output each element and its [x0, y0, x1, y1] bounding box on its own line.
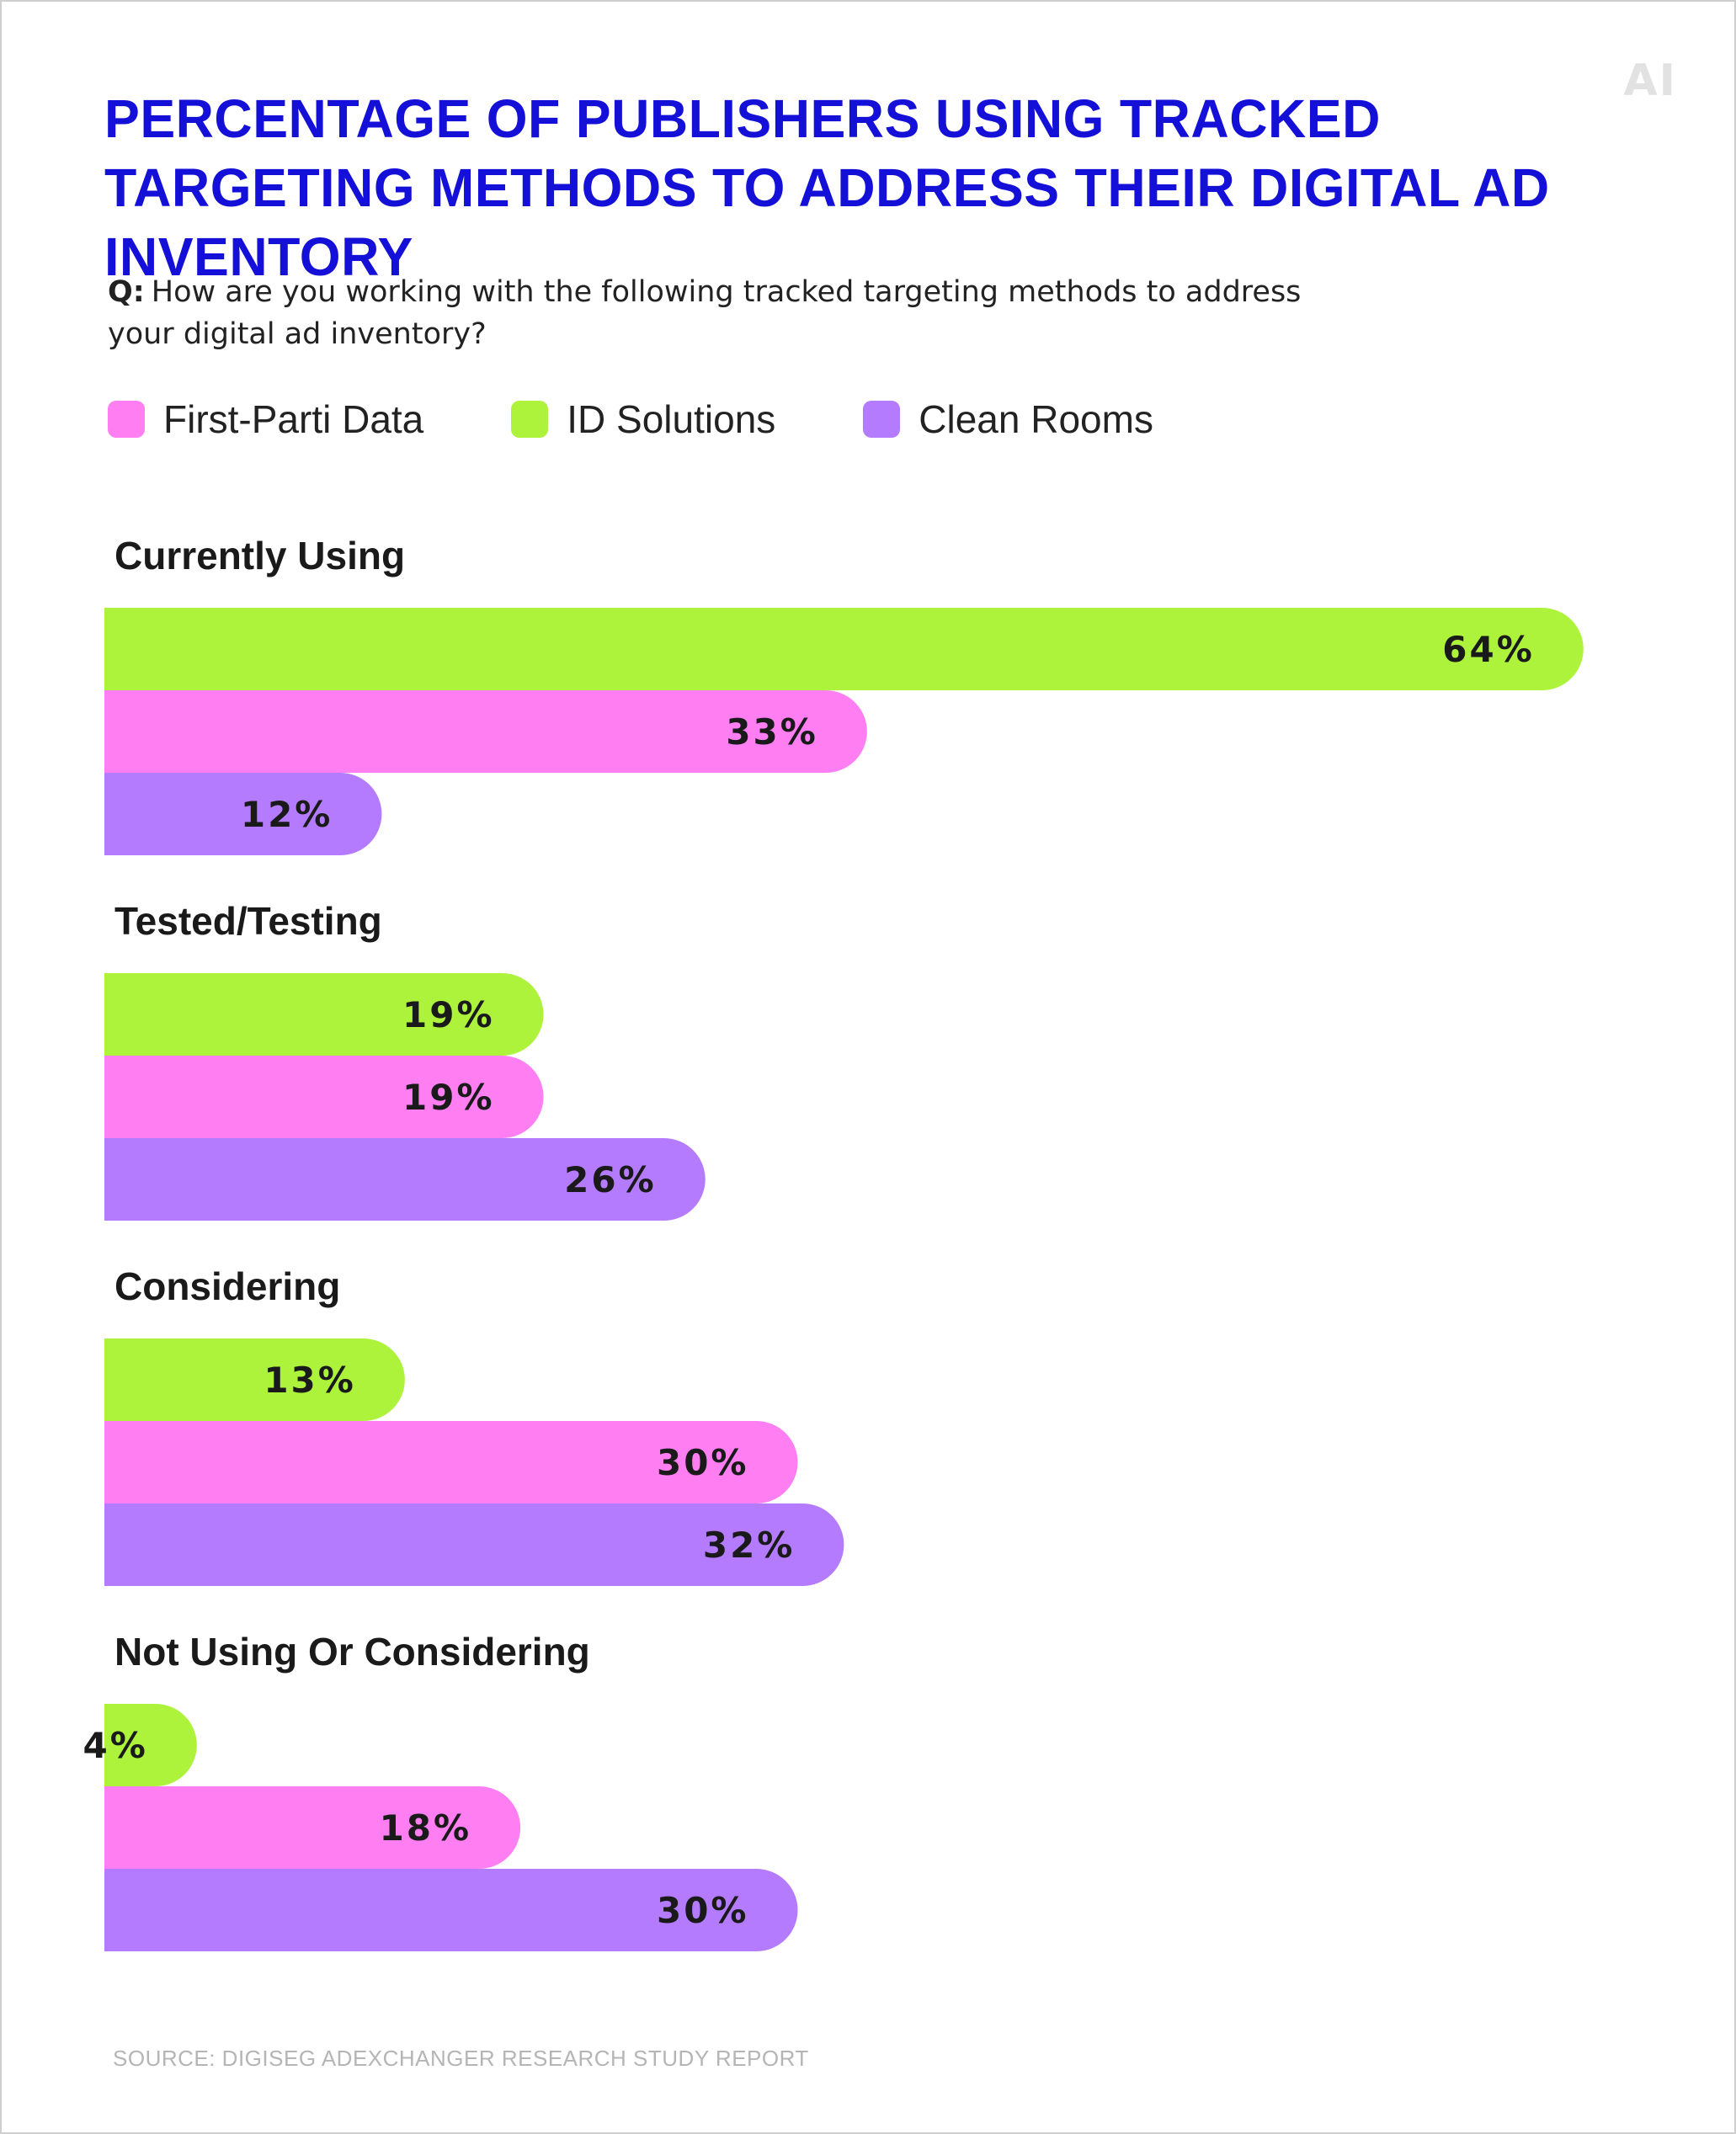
category-label-currently-using: Currently Using	[114, 534, 405, 577]
bar-currently-using-clean-rooms	[104, 773, 382, 855]
chart-title: PERCENTAGE OF PUBLISHERS USING TRACKED T…	[104, 88, 1550, 287]
bar-tested-testing-clean-rooms	[104, 1138, 706, 1221]
data-label-tested-testing-id-solutions: 19%	[402, 994, 495, 1035]
legend-swatch-clean-rooms	[863, 401, 901, 438]
bar-currently-using-id-solutions	[104, 608, 1584, 690]
legend-swatch-id-solutions	[511, 401, 549, 438]
legend-label-first-parti-data: First-Parti Data	[163, 397, 424, 441]
data-label-currently-using-id-solutions: 64%	[1442, 629, 1535, 670]
legend-item-clean-rooms: Clean Rooms	[863, 396, 1153, 442]
category-label-not-using-or-considering: Not Using Or Considering	[114, 1630, 590, 1674]
data-label-currently-using-first-parti-data: 33%	[726, 711, 818, 753]
bar-considering-id-solutions	[104, 1338, 405, 1421]
data-label-not-using-or-considering-first-parti-data: 18%	[380, 1807, 472, 1849]
data-label-currently-using-clean-rooms: 12%	[241, 794, 333, 835]
chart-legend: First-Parti Data ID Solutions Clean Room…	[108, 394, 1241, 444]
data-label-not-using-or-considering-clean-rooms: 30%	[657, 1890, 749, 1931]
bar-not-using-or-considering-clean-rooms	[104, 1869, 798, 1951]
data-label-considering-clean-rooms: 32%	[703, 1525, 796, 1566]
question-prefix: Q:	[108, 275, 145, 309]
source-note: SOURCE: DIGISEG ADEXCHANGER RESEARCH STU…	[113, 2046, 809, 2071]
data-label-considering-first-parti-data: 30%	[657, 1442, 749, 1483]
bar-chart: Currently Using 64% 33% 12% Tested/Testing 19…	[83, 534, 1584, 1951]
category-label-considering: Considering	[114, 1264, 340, 1308]
bar-considering-clean-rooms	[104, 1503, 844, 1586]
data-label-not-using-or-considering-id-solutions: 4%	[83, 1725, 147, 1766]
bar-not-using-or-considering-id-solutions	[104, 1704, 197, 1786]
data-label-considering-id-solutions: 13%	[264, 1360, 356, 1401]
bar-not-using-or-considering-first-parti-data	[104, 1786, 521, 1869]
bar-considering-first-parti-data	[104, 1421, 798, 1503]
legend-label-clean-rooms: Clean Rooms	[919, 397, 1153, 441]
category-label-tested-testing: Tested/Testing	[114, 899, 382, 943]
survey-question: Q: How are you working with the following…	[108, 271, 1371, 355]
legend-label-id-solutions: ID Solutions	[567, 397, 776, 441]
bar-currently-using-first-parti-data	[104, 690, 867, 773]
legend-item-id-solutions: ID Solutions	[511, 396, 775, 442]
bar-tested-testing-first-parti-data	[104, 1056, 544, 1138]
question-text: How are you working with the following t…	[108, 275, 1302, 351]
data-label-tested-testing-first-parti-data: 19%	[402, 1077, 495, 1118]
data-label-tested-testing-clean-rooms: 26%	[564, 1159, 657, 1200]
legend-swatch-first-parti-data	[108, 401, 145, 438]
legend-item-first-parti-data: First-Parti Data	[108, 396, 423, 442]
bar-tested-testing-id-solutions	[104, 973, 544, 1056]
brand-logo: AI	[1623, 56, 1677, 106]
